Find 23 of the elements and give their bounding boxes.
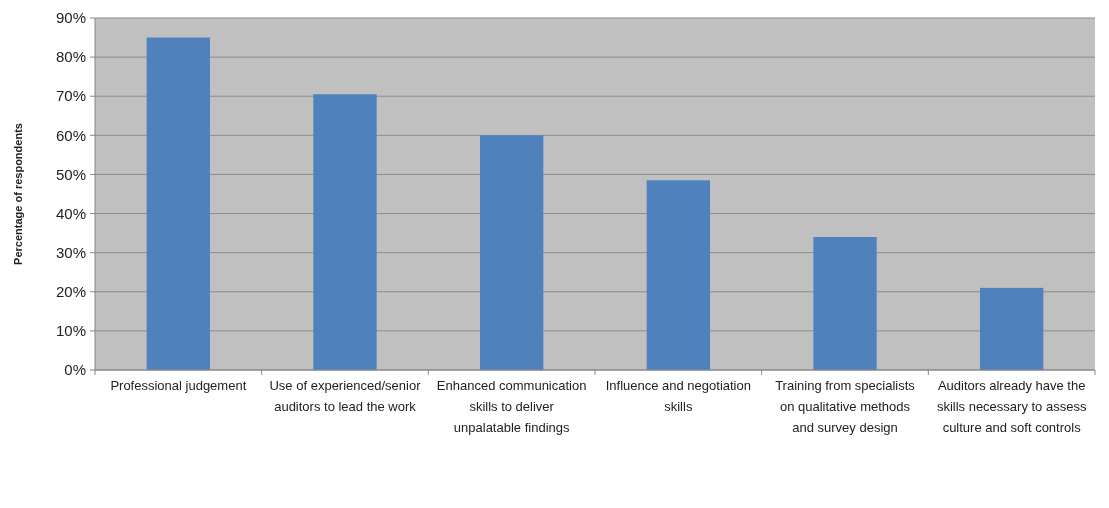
y-tick-label: 40% xyxy=(55,204,86,222)
y-tick-label: 50% xyxy=(55,165,86,183)
y-tick-label: 10% xyxy=(55,322,86,340)
x-tick-label: Professional judgement xyxy=(110,378,247,393)
bar xyxy=(646,180,710,370)
x-tick-label: Training from specialists on qualitative methods and survey design xyxy=(775,378,916,435)
bar xyxy=(813,237,877,370)
bar xyxy=(980,287,1044,370)
y-axis-title: Percentage of respondents xyxy=(12,123,24,265)
y-tick-label: 90% xyxy=(55,9,86,27)
y-tick-label: 20% xyxy=(55,283,86,301)
x-tick-label: Use of experienced/senior auditors to lead the work xyxy=(269,378,422,414)
bar xyxy=(313,94,377,370)
bar xyxy=(146,37,210,370)
x-tick-label: Enhanced communication skills to deliver unpalatable findings xyxy=(436,378,587,435)
x-tick-label: Auditors already have the skills necessary to assess culture and soft controls xyxy=(936,378,1087,435)
y-tick-label: 60% xyxy=(55,126,86,144)
y-tick-label: 80% xyxy=(55,48,86,66)
y-tick-label: 30% xyxy=(55,243,86,261)
x-tick-label: Influence and negotiation skills xyxy=(605,378,751,414)
bar xyxy=(480,135,544,370)
y-tick-label: 70% xyxy=(55,87,86,105)
y-tick-label: 0% xyxy=(64,361,86,379)
